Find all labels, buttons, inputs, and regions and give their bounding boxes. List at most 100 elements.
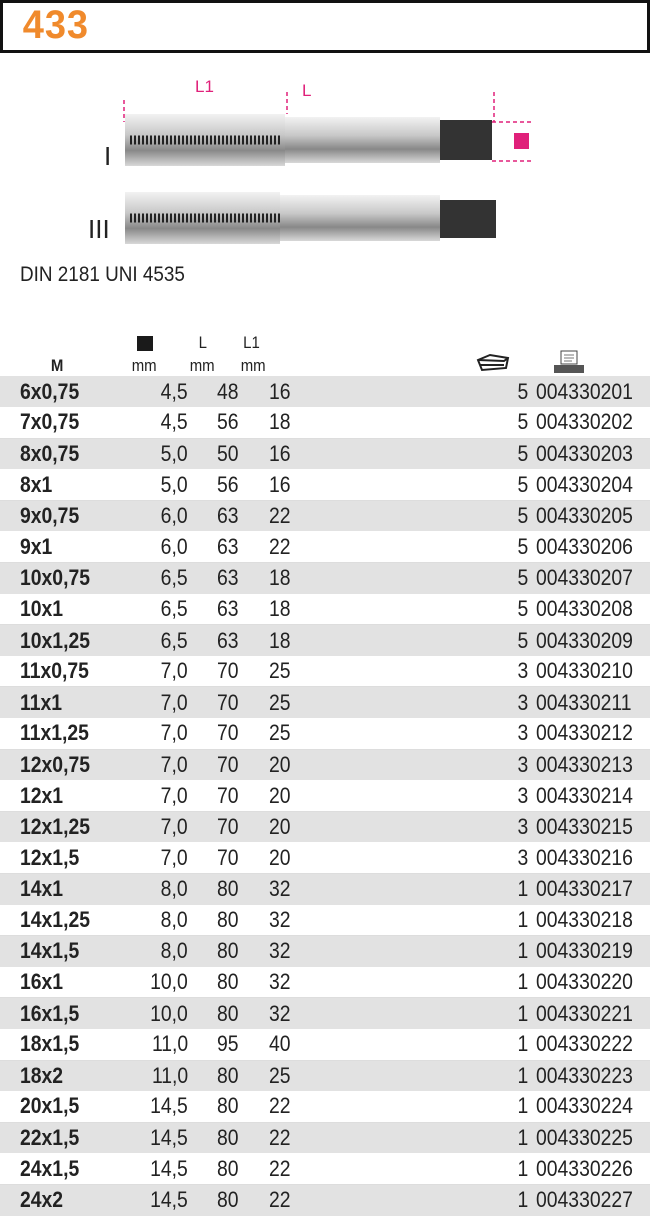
item-code-cell: 004330226 xyxy=(528,1153,650,1184)
length-cell: 56 xyxy=(188,407,238,438)
square-size: 7,0 xyxy=(161,814,188,840)
pack-quantity-cell: 1 xyxy=(290,1184,528,1215)
item-code: 004330220 xyxy=(536,969,633,995)
thread-size-cell: 7x0,75 xyxy=(0,407,138,438)
item-code: 004330223 xyxy=(536,1062,633,1088)
thread-length: 40 xyxy=(268,1031,290,1057)
thread-length-cell: 25 xyxy=(238,656,290,687)
thread-size-cell: 10x0,75 xyxy=(0,563,138,594)
pack-quantity-cell: 1 xyxy=(290,1029,528,1060)
thread-length-cell: 18 xyxy=(238,563,290,594)
item-code: 004330222 xyxy=(536,1031,633,1057)
title-bar: 433 xyxy=(0,0,650,53)
table-row: 11x1,25 7,0 70 25 3 004330212 xyxy=(0,718,650,750)
square-size-cell: 6,0 xyxy=(138,531,188,562)
item-code-cell: 004330222 xyxy=(528,1029,650,1060)
length-cell: 70 xyxy=(188,687,238,718)
item-code: 004330201 xyxy=(536,378,633,404)
pack-quantity-cell: 1 xyxy=(290,967,528,998)
table-row: 24x1,5 14,5 80 22 1 004330226 xyxy=(0,1153,650,1185)
length-cell: 80 xyxy=(188,1153,238,1184)
length-cell: 63 xyxy=(188,563,238,594)
thread-size-cell: 18x2 xyxy=(0,1060,138,1091)
square-size-cell: 8,0 xyxy=(138,874,188,905)
item-code-cell: 004330206 xyxy=(528,531,650,562)
thread-length-cell: 18 xyxy=(238,407,290,438)
pack-quantity-cell: 5 xyxy=(290,625,528,656)
thread-size-cell: 11x1,25 xyxy=(0,718,138,749)
item-code: 004330211 xyxy=(536,689,632,715)
item-code: 004330226 xyxy=(536,1155,633,1181)
tap-taper xyxy=(125,114,492,166)
length: 70 xyxy=(216,720,238,746)
thread-size-cell: 16x1,5 xyxy=(0,998,138,1029)
pack-quantity-cell: 5 xyxy=(290,594,528,625)
square-size: 6,0 xyxy=(161,503,188,529)
item-code: 004330209 xyxy=(536,627,633,653)
thread-size-cell: 9x0,75 xyxy=(0,500,138,531)
tap-bottoming xyxy=(125,192,496,244)
table-row: 22x1,5 14,5 80 22 1 004330225 xyxy=(0,1122,650,1154)
thread-size-cell: 11x0,75 xyxy=(0,656,138,687)
thread-size-cell: 9x1 xyxy=(0,531,138,562)
table-row: 16x1,5 10,0 80 32 1 004330221 xyxy=(0,997,650,1029)
label-type-3: III xyxy=(88,214,110,244)
length-cell: 63 xyxy=(188,625,238,656)
box-icon xyxy=(476,353,510,372)
thread-size-cell: 12x1,5 xyxy=(0,842,138,873)
square-size: 10,0 xyxy=(150,969,188,995)
square-size-cell: 7,0 xyxy=(138,718,188,749)
thread-length-cell: 20 xyxy=(238,780,290,811)
square-size-cell: 6,0 xyxy=(138,500,188,531)
square-size-cell: 6,5 xyxy=(138,594,188,625)
square-size-cell: 7,0 xyxy=(138,687,188,718)
item-code: 004330203 xyxy=(536,440,633,466)
length-cell: 80 xyxy=(188,905,238,936)
square-size: 11,0 xyxy=(151,1062,188,1088)
pack-quantity-cell: 3 xyxy=(290,656,528,687)
square-size: 4,5 xyxy=(161,378,188,404)
pack-quantity: 3 xyxy=(517,782,528,808)
square-size-cell: 11,0 xyxy=(138,1060,188,1091)
thread-length-cell: 32 xyxy=(238,967,290,998)
thread-length-cell: 40 xyxy=(238,1029,290,1060)
product-table: 6x0,75 4,5 48 16 5 004330201 7x0,75 4,5 56 18 5 004… xyxy=(0,376,650,1216)
thread-length-cell: 32 xyxy=(238,874,290,905)
item-code-cell: 004330224 xyxy=(528,1091,650,1122)
length-cell: 70 xyxy=(188,780,238,811)
thread-size: 8x0,75 xyxy=(20,440,80,466)
item-code-cell: 004330221 xyxy=(528,998,650,1029)
length-cell: 70 xyxy=(188,656,238,687)
square-size-cell: 4,5 xyxy=(138,376,188,407)
item-code: 004330207 xyxy=(536,565,633,591)
length-cell: 80 xyxy=(188,1060,238,1091)
item-code: 004330224 xyxy=(536,1093,633,1119)
thread-length: 20 xyxy=(268,782,290,808)
square-size: 6,0 xyxy=(161,533,188,559)
thread-length: 18 xyxy=(268,595,290,621)
square-size: 7,0 xyxy=(161,720,188,746)
table-row: 10x0,75 6,5 63 18 5 004330207 xyxy=(0,562,650,594)
length: 80 xyxy=(216,1093,238,1119)
pack-quantity: 5 xyxy=(517,595,528,621)
item-code: 004330227 xyxy=(536,1187,633,1213)
thread-size-cell: 8x1 xyxy=(0,469,138,500)
item-code-cell: 004330203 xyxy=(528,438,650,469)
thread-size: 12x1,5 xyxy=(20,844,80,870)
length: 70 xyxy=(216,658,238,684)
thread-size: 12x0,75 xyxy=(20,751,90,777)
square-size-cell: 7,0 xyxy=(138,749,188,780)
thread-length-cell: 22 xyxy=(238,1091,290,1122)
product-number: 433 xyxy=(22,3,90,47)
item-code-cell: 004330218 xyxy=(528,905,650,936)
square-size-cell: 7,0 xyxy=(138,780,188,811)
table-row: 6x0,75 4,5 48 16 5 004330201 xyxy=(0,376,650,408)
square-size: 7,0 xyxy=(161,658,188,684)
square-size-cell: 6,5 xyxy=(138,563,188,594)
length: 63 xyxy=(216,565,238,591)
thread-length-cell: 16 xyxy=(238,469,290,500)
item-code: 004330208 xyxy=(536,595,633,621)
thread-length: 22 xyxy=(268,1125,290,1151)
square-size: 14,5 xyxy=(150,1125,188,1151)
table-row: 12x0,75 7,0 70 20 3 004330213 xyxy=(0,749,650,781)
